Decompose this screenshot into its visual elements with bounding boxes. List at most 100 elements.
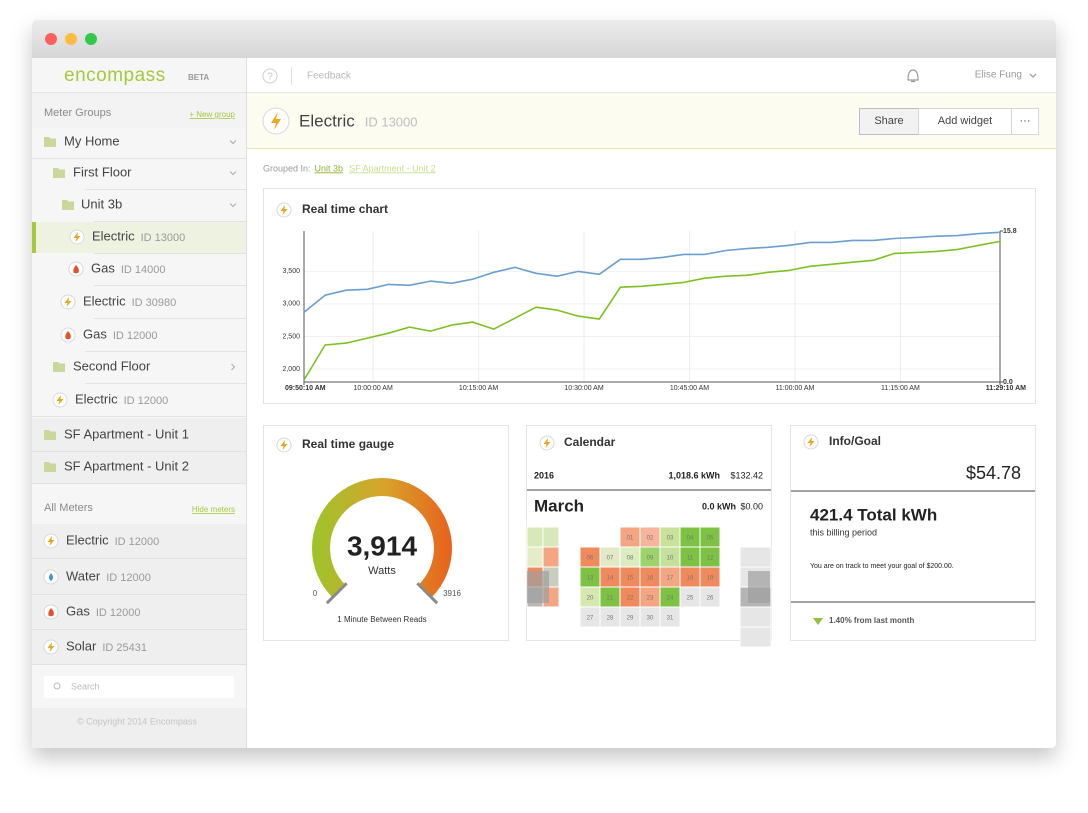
selected-row [32,222,246,253]
grouped-in-label: Grouped In: [263,163,311,173]
user-chevron[interactable] [1029,73,1037,78]
tree-item[interactable]: Unit 3b [81,196,122,211]
tree-item[interactable]: Second Floor [73,358,151,373]
y-tick-label: 3,500 [282,268,300,275]
bolt [280,205,288,215]
share-button[interactable] [859,108,919,135]
bolt [56,395,64,405]
flame [48,608,54,617]
minimize-button[interactable] [65,33,77,45]
chevron[interactable] [229,203,237,208]
tree-item[interactable]: SF Apartment - Unit 1 [64,426,189,441]
header-button-label[interactable]: ··· [1020,115,1031,127]
bolt [543,438,551,448]
calendar-day-label: 04 [687,536,694,542]
x-tick-label: 11:00:00 AM [776,385,815,392]
chevron[interactable] [231,363,236,371]
add-widget-button[interactable] [918,108,1012,135]
total-kwh: 421.4 Total kWh [810,505,937,524]
calendar-day-label: 17 [667,576,674,582]
calendar-year-kwh: 1,018.6 kWh [668,470,720,480]
next-arrow[interactable] [748,571,770,603]
x-tick-label: 10:30:00 AM [564,385,603,392]
bolt [47,642,55,652]
group-link[interactable]: SF Apartment - Unit 2 [349,163,436,173]
calendar-day-label: 16 [647,576,654,582]
calendar-day-label: 12 [707,556,714,562]
calendar-day-label: 08 [627,556,634,562]
help-circle[interactable] [262,68,278,84]
close-button[interactable] [45,33,57,45]
tree-item[interactable]: Gas [91,260,115,275]
header-button-label[interactable]: Share [874,115,903,127]
header-button-label[interactable]: Add widget [938,115,992,127]
calendar-day-label: 03 [667,536,674,542]
calendar-day-label: 26 [707,596,714,602]
calendar-year-cost: $132.42 [730,470,763,480]
widget-title: Real time gauge [302,437,394,451]
calendar-day-label: 01 [627,536,634,542]
bell-icon[interactable] [907,69,919,83]
meter-id: ID 30980 [132,297,177,309]
meter-item[interactable]: Electric [66,532,109,547]
meter-id: ID 25431 [102,642,147,654]
help-label[interactable]: ? [267,72,273,83]
more-button[interactable] [1011,108,1039,135]
y2-tick-label: 0.0 [1003,379,1013,386]
sidebar-footer [32,708,246,748]
calendar-day[interactable] [699,586,721,608]
series-line [303,240,1001,381]
change-label: 1.40% from last month [829,616,914,625]
meter-id: ID 14000 [121,264,166,276]
meter-item[interactable]: Water [66,568,101,583]
calendar-day-label: 22 [627,596,634,602]
calendar-day-label: 30 [647,616,654,622]
calendar-day-label: 29 [627,616,634,622]
prev-arrow[interactable] [527,571,549,603]
x-tick-label: 10:00:00 AM [353,385,392,392]
chevron[interactable] [229,140,237,145]
calendar-day[interactable] [659,606,681,628]
meter-item[interactable]: Solar [66,638,97,653]
calendar-year: 2016 [534,470,554,480]
bolt [47,536,55,546]
group-link[interactable]: Unit 3b [315,163,344,173]
prev-month-cell [542,526,560,548]
search-box[interactable] [44,676,234,698]
calendar-day-label: 28 [607,616,614,622]
x-tick-label: 09:50:10 AM [285,385,326,392]
tree-item[interactable]: Electric [83,293,126,308]
folder-icon [53,168,65,178]
new-group-link[interactable]: + New group [189,110,235,119]
tree-item[interactable]: First Floor [73,164,132,179]
calendar-day-label: 19 [707,576,714,582]
calendar-day-label: 05 [707,536,714,542]
feedback-link[interactable]: Feedback [307,71,352,82]
calendar-day-label: 02 [647,536,654,542]
calendar-day-label: 10 [667,556,674,562]
goal-amount: $54.78 [966,463,1021,483]
next-month-cell [739,606,772,628]
zoom-button[interactable] [85,33,97,45]
tree-item[interactable]: Electric [75,391,118,406]
calendar-day-label: 24 [667,596,674,602]
section-label: All Meters [44,502,93,514]
tree-item[interactable]: My Home [64,133,120,148]
meter-id: ID 12000 [124,395,169,407]
hide-meters-link[interactable]: Hide meters [192,505,235,514]
tree-item[interactable]: SF Apartment - Unit 2 [64,458,189,473]
widget-title: Info/Goal [829,434,881,448]
goal-message: You are on track to meet your goal of $2… [810,563,954,570]
tree-item[interactable]: Electric [92,228,135,243]
chevron[interactable] [229,171,237,176]
tree-item[interactable]: Gas [83,326,107,341]
meter-item[interactable]: Gas [66,603,90,618]
folder-icon [44,462,56,472]
calendar-day-label: 31 [667,616,674,622]
gauge-min-label: 0 [313,589,318,598]
calendar-day-label: 20 [587,596,594,602]
bolt [280,440,288,450]
user-name[interactable]: Elise Fung [975,70,1022,81]
y-tick-label: 2,000 [282,366,300,373]
